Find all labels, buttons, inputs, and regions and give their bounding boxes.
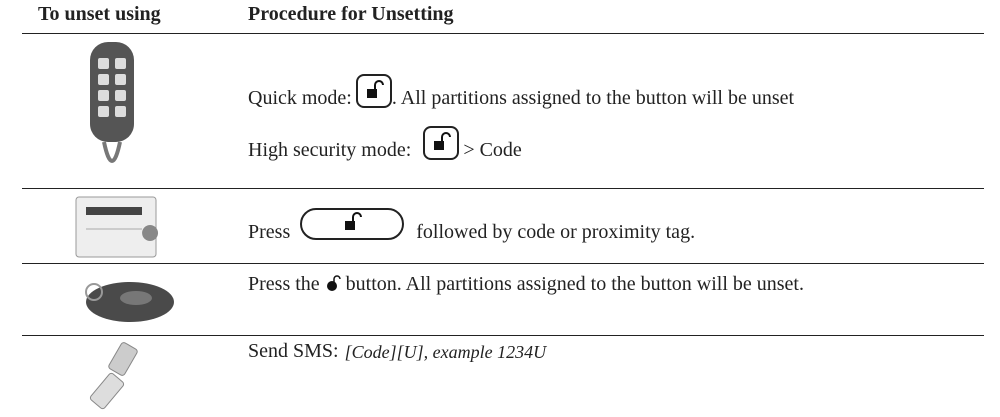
text: Press the	[248, 273, 320, 295]
column-header: Procedure for Unsetting	[248, 3, 454, 25]
text: > Code	[463, 139, 522, 161]
text: button. All partitions assigned to the b…	[345, 273, 804, 295]
remote-image	[90, 42, 134, 163]
procedure-line: Press followed by code or proximity tag.	[248, 206, 695, 244]
unlock-button-icon	[423, 126, 460, 160]
text: followed by code or proximity tag.	[416, 221, 696, 243]
text: . All partitions assigned to the button …	[391, 87, 795, 109]
row-rule	[22, 33, 984, 34]
keyfob-image	[85, 282, 174, 322]
text: Quick mode:	[248, 87, 352, 109]
phone-image	[89, 342, 138, 410]
procedure-line: Send SMS: [Code][U], example 1234U	[248, 340, 546, 363]
row-rule	[22, 188, 984, 189]
keypad-image	[75, 196, 159, 258]
text: [Code][U], example 1234U	[344, 342, 547, 362]
procedure-line: Quick mode: . All partitions assigned to…	[248, 72, 794, 110]
unlock-key-icon	[300, 208, 405, 240]
row-rule	[22, 335, 984, 336]
text: Send SMS:	[248, 340, 339, 362]
procedure-line: High security mode: > Code	[248, 124, 522, 162]
column-header: To unset using	[38, 3, 161, 25]
row-rule	[22, 263, 984, 264]
procedure-line: Press the button. All partitions assigne…	[248, 270, 808, 298]
lock-icon	[326, 275, 341, 291]
unlock-button-icon	[355, 74, 392, 108]
text: Press	[248, 221, 291, 243]
text: High security mode:	[248, 139, 412, 161]
